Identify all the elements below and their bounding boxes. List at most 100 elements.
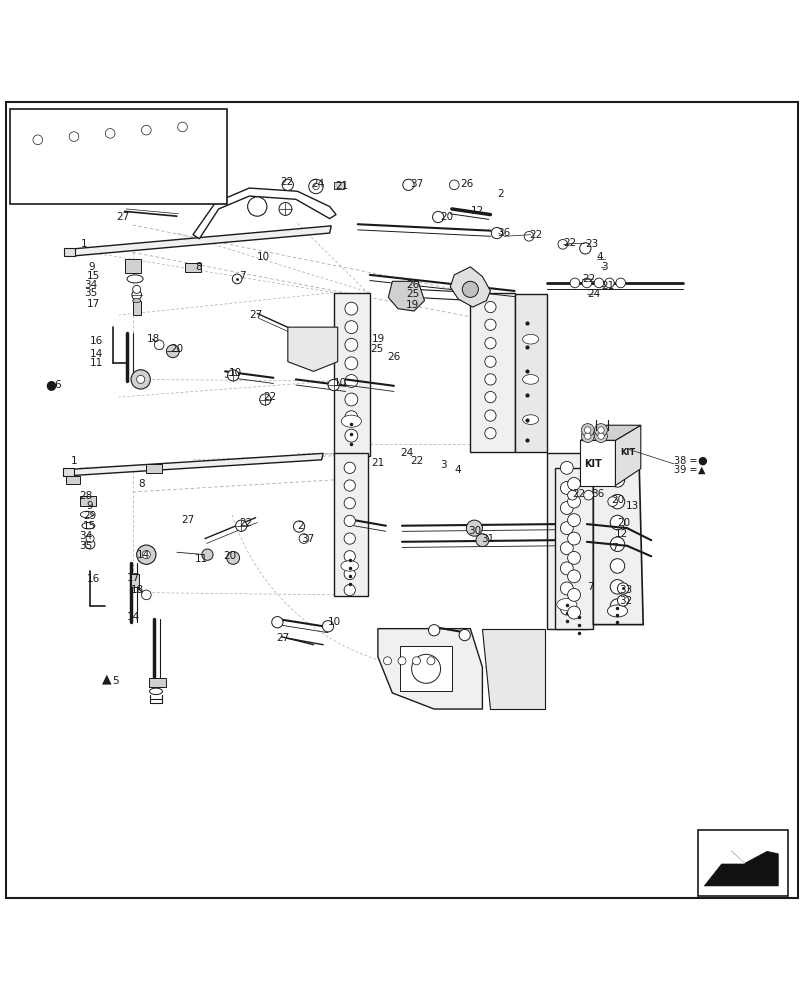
Circle shape xyxy=(344,357,357,370)
Circle shape xyxy=(609,559,624,573)
Text: 14: 14 xyxy=(90,349,103,359)
Circle shape xyxy=(593,424,607,436)
Circle shape xyxy=(567,570,580,583)
Text: 6: 6 xyxy=(54,380,60,390)
Circle shape xyxy=(383,657,391,665)
Text: 25: 25 xyxy=(369,344,382,354)
Circle shape xyxy=(177,122,187,132)
Circle shape xyxy=(344,302,357,315)
Circle shape xyxy=(484,391,495,403)
Text: 17: 17 xyxy=(127,573,140,583)
Circle shape xyxy=(560,482,573,494)
Circle shape xyxy=(344,462,355,473)
Circle shape xyxy=(581,278,591,288)
Text: ▲: ▲ xyxy=(102,672,112,685)
Text: 15: 15 xyxy=(83,521,96,531)
Text: 2: 2 xyxy=(496,189,503,199)
Text: 31: 31 xyxy=(480,534,493,544)
Text: 25: 25 xyxy=(406,289,418,299)
Circle shape xyxy=(344,568,355,580)
Circle shape xyxy=(344,338,357,351)
Circle shape xyxy=(344,551,355,562)
Circle shape xyxy=(560,522,573,535)
Text: 26: 26 xyxy=(406,280,418,290)
Bar xyxy=(10,109,226,204)
Circle shape xyxy=(567,514,580,527)
Text: 16: 16 xyxy=(90,336,103,346)
Circle shape xyxy=(609,537,624,551)
Circle shape xyxy=(99,122,121,145)
Circle shape xyxy=(344,515,355,527)
Text: 15: 15 xyxy=(87,271,100,281)
Circle shape xyxy=(344,480,355,491)
Circle shape xyxy=(615,278,625,288)
Text: 18: 18 xyxy=(146,334,159,344)
Polygon shape xyxy=(66,476,80,484)
Text: 1: 1 xyxy=(80,239,87,249)
Circle shape xyxy=(308,179,323,194)
Circle shape xyxy=(131,370,150,389)
Text: 32: 32 xyxy=(618,595,631,605)
Polygon shape xyxy=(124,259,141,273)
Circle shape xyxy=(579,243,590,254)
Text: KIT: KIT xyxy=(620,448,635,457)
Circle shape xyxy=(344,584,355,596)
Circle shape xyxy=(132,285,141,293)
Circle shape xyxy=(560,461,573,474)
Ellipse shape xyxy=(522,415,538,424)
Polygon shape xyxy=(149,678,165,687)
Polygon shape xyxy=(377,629,482,709)
Circle shape xyxy=(227,370,238,381)
Circle shape xyxy=(560,602,573,615)
Text: 27: 27 xyxy=(116,212,129,222)
Polygon shape xyxy=(703,851,744,863)
Text: 26: 26 xyxy=(387,352,400,362)
Circle shape xyxy=(524,231,533,241)
Circle shape xyxy=(86,535,94,543)
Circle shape xyxy=(232,274,242,284)
Text: 20: 20 xyxy=(223,551,236,561)
Circle shape xyxy=(617,595,628,606)
Ellipse shape xyxy=(556,598,577,611)
Circle shape xyxy=(137,375,145,383)
Ellipse shape xyxy=(149,688,162,695)
Circle shape xyxy=(484,356,495,367)
Circle shape xyxy=(428,625,439,636)
Circle shape xyxy=(567,477,580,490)
Text: 22: 22 xyxy=(581,274,594,284)
Circle shape xyxy=(484,338,495,349)
Text: 5: 5 xyxy=(112,676,119,686)
Text: 22: 22 xyxy=(263,392,276,402)
Circle shape xyxy=(604,278,613,288)
Circle shape xyxy=(609,473,624,487)
Polygon shape xyxy=(703,851,777,886)
Circle shape xyxy=(328,379,339,391)
Text: 22: 22 xyxy=(562,238,575,248)
Circle shape xyxy=(69,132,79,141)
Bar xyxy=(697,830,787,896)
Circle shape xyxy=(142,551,150,559)
Text: 27: 27 xyxy=(275,633,288,643)
Ellipse shape xyxy=(132,299,141,303)
Text: 18: 18 xyxy=(131,585,144,595)
Text: ●: ● xyxy=(697,456,707,466)
Text: 20: 20 xyxy=(440,212,453,222)
Text: 4: 4 xyxy=(454,465,460,475)
Polygon shape xyxy=(132,301,141,315)
Circle shape xyxy=(560,542,573,555)
Circle shape xyxy=(293,521,304,532)
Circle shape xyxy=(344,533,355,544)
Text: 37: 37 xyxy=(410,179,422,189)
Text: ▲: ▲ xyxy=(697,465,704,475)
Polygon shape xyxy=(470,293,514,452)
Polygon shape xyxy=(67,453,323,476)
Circle shape xyxy=(581,430,593,443)
Circle shape xyxy=(484,410,495,421)
Text: 20: 20 xyxy=(617,518,630,528)
Text: 3: 3 xyxy=(440,460,446,470)
Ellipse shape xyxy=(607,605,627,617)
Ellipse shape xyxy=(340,415,361,427)
Text: 7: 7 xyxy=(239,271,246,281)
Text: 22: 22 xyxy=(572,489,585,499)
Circle shape xyxy=(141,125,151,135)
